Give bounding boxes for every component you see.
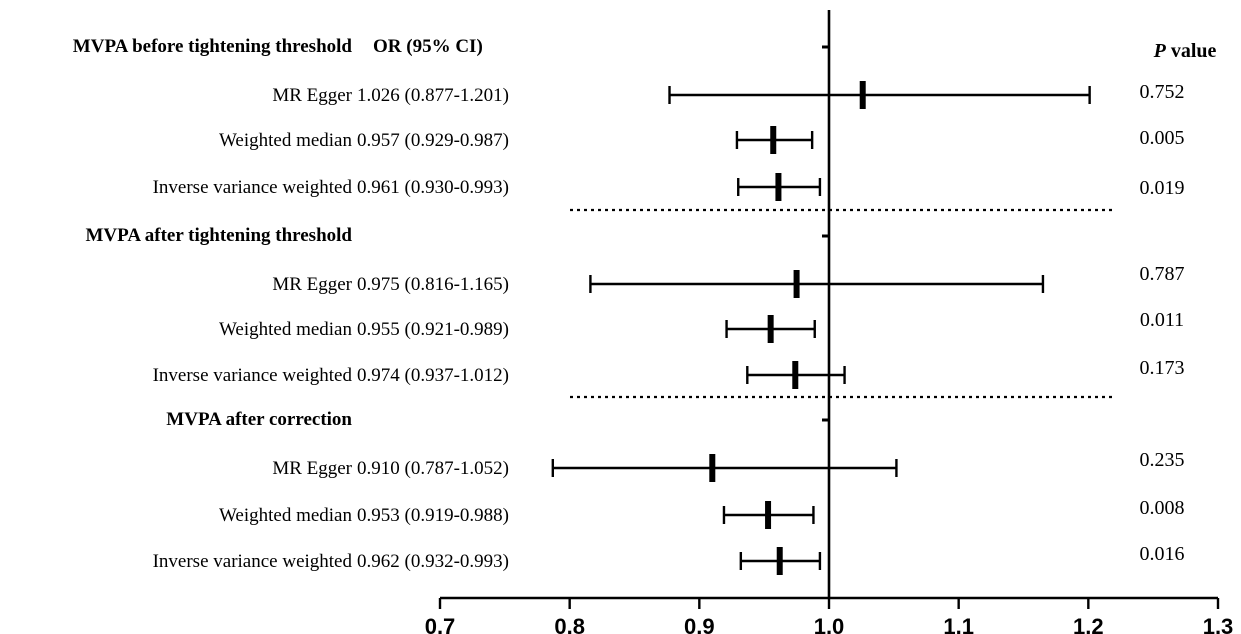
table-text: OR (95% CI) P value MVPA before tightening… (73, 36, 1217, 572)
p-value-label: 0.019 (1140, 177, 1185, 199)
point-estimate (709, 454, 716, 482)
or-ci-label: 0.910 (0.787-1.052) (357, 458, 509, 479)
method-label: Weighted median (219, 130, 353, 151)
method-label: MR Egger (272, 458, 352, 479)
point-estimate (775, 173, 782, 201)
method-label: Weighted median (219, 319, 353, 340)
p-value-label: 0.005 (1140, 127, 1185, 149)
point-estimate (793, 270, 800, 298)
x-tick-label: 0.8 (554, 614, 585, 634)
x-tick-label: 1.0 (814, 614, 845, 634)
p-value-label: 0.008 (1140, 497, 1185, 519)
method-label: Inverse variance weighted (153, 551, 353, 572)
or-ci-label: 0.953 (0.919-0.988) (357, 505, 509, 526)
forest-marks (551, 45, 1091, 575)
method-label: Inverse variance weighted (153, 365, 353, 386)
point-estimate (767, 315, 774, 343)
x-tick-label: 0.7 (425, 614, 456, 634)
or-column-header: OR (95% CI) (373, 36, 483, 57)
or-ci-label: 0.974 (0.937-1.012) (357, 365, 509, 386)
or-ci-label: 0.962 (0.932-0.993) (357, 551, 509, 572)
p-value-label: 0.752 (1140, 81, 1185, 103)
point-estimate (776, 547, 783, 575)
group-title: MVPA before tightening threshold (73, 36, 353, 57)
p-value-header-rest: value (1166, 40, 1217, 62)
method-label: Weighted median (219, 505, 353, 526)
x-tick-label: 0.9 (684, 614, 715, 634)
x-tick-label: 1.3 (1203, 614, 1234, 634)
method-label: Inverse variance weighted (153, 177, 353, 198)
p-value-label: 0.787 (1140, 263, 1185, 285)
x-axis: 0.7 0.8 0.9 1.0 1.1 1.2 1.3 (425, 10, 1234, 634)
x-tick-label: 1.1 (943, 614, 974, 634)
point-estimate (859, 81, 866, 109)
p-value-column-header: P value (1153, 40, 1217, 62)
p-value-label: 0.016 (1140, 543, 1185, 565)
point-estimate (792, 361, 799, 389)
or-ci-label: 0.961 (0.930-0.993) (357, 177, 509, 198)
point-estimate (765, 501, 772, 529)
p-value-label: 0.235 (1140, 449, 1185, 471)
or-ci-label: 0.975 (0.816-1.165) (357, 274, 509, 295)
point-estimate (770, 126, 777, 154)
group-title: MVPA after correction (166, 409, 352, 430)
method-label: MR Egger (272, 85, 352, 106)
or-ci-label: 1.026 (0.877-1.201) (357, 85, 509, 106)
p-value-label: 0.173 (1140, 357, 1185, 379)
group-dividers (570, 208, 1113, 399)
p-value-label: 0.011 (1140, 309, 1184, 331)
method-label: MR Egger (272, 274, 352, 295)
x-tick-label: 1.2 (1073, 614, 1104, 634)
group-title: MVPA after tightening threshold (85, 225, 352, 246)
p-value-header-p: P (1153, 40, 1167, 62)
or-ci-label: 0.957 (0.929-0.987) (357, 130, 509, 151)
or-ci-label: 0.955 (0.921-0.989) (357, 319, 509, 340)
